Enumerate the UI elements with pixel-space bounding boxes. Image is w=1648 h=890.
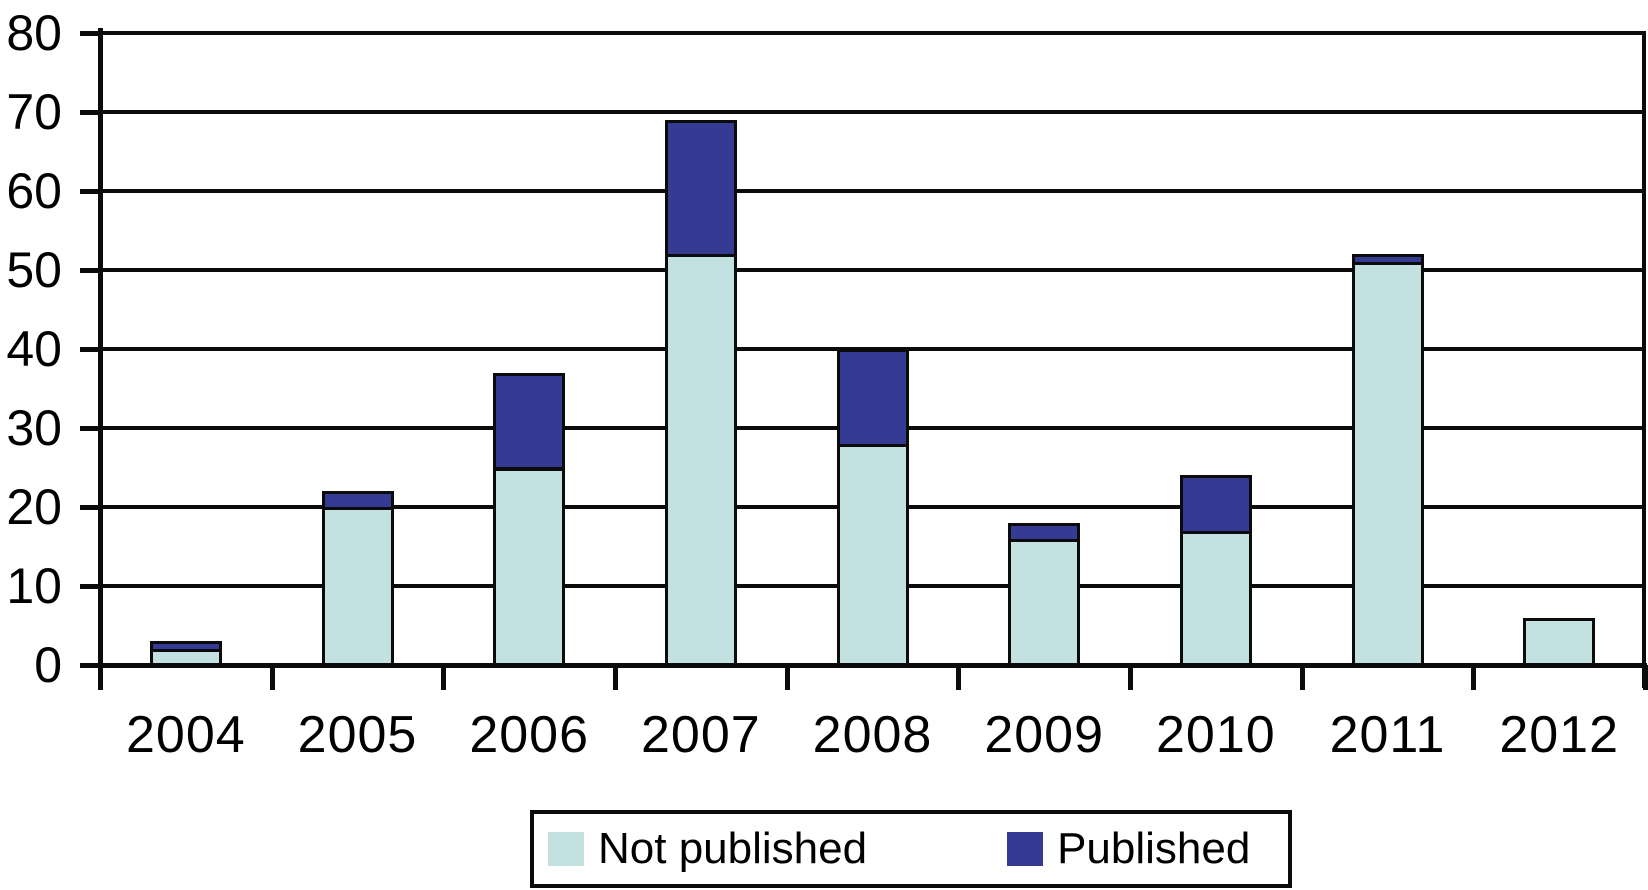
y-axis-tick-label: 20 <box>6 479 62 535</box>
x-axis-tick-label: 2008 <box>812 706 933 764</box>
bar-segment-not-published-2008 <box>837 443 909 668</box>
bar-segment-not-published-2005 <box>322 507 394 668</box>
y-axis-tick-label: 10 <box>6 558 62 614</box>
y-axis-tick <box>80 505 103 510</box>
x-axis-tick <box>441 665 447 690</box>
y-axis-tick-label: 50 <box>6 242 62 298</box>
gridline <box>98 31 1645 35</box>
x-axis-tick <box>269 665 275 690</box>
bar-segment-published-2006 <box>493 372 565 471</box>
x-axis-tick <box>1128 665 1133 690</box>
legend-label-published: Published <box>1057 824 1251 873</box>
x-axis-tick-label: 2011 <box>1329 706 1446 764</box>
y-axis-tick-label: 0 <box>34 637 62 693</box>
x-axis-tick-label: 2012 <box>1499 706 1619 764</box>
x-axis-tick <box>1471 665 1477 690</box>
x-axis-tick-label: 2004 <box>125 706 246 764</box>
y-axis-tick-label: 80 <box>6 5 62 61</box>
x-axis-tick <box>98 665 103 690</box>
y-axis-tick <box>80 347 103 352</box>
x-axis-tick-label: 2005 <box>297 706 418 764</box>
bar-segment-published-2004 <box>150 641 222 653</box>
y-axis-line <box>98 28 103 686</box>
x-axis-tick-label: 2009 <box>984 706 1104 764</box>
bar-segment-published-2010 <box>1180 475 1252 534</box>
x-axis-tick-label: 2010 <box>1155 706 1276 764</box>
y-axis-tick <box>80 584 103 589</box>
y-axis-tick <box>80 31 103 36</box>
bar-segment-published-2008 <box>837 349 909 447</box>
y-axis-tick-label: 70 <box>6 84 62 140</box>
plot-right-border <box>1642 31 1646 688</box>
bar-segment-published-2005 <box>322 491 394 510</box>
x-axis-tick-label: 2006 <box>469 706 589 764</box>
x-axis-tick <box>1643 665 1648 690</box>
bar-segment-not-published-2012 <box>1523 617 1595 668</box>
bar-segment-not-published-2007 <box>665 254 737 668</box>
gridline <box>98 189 1645 193</box>
x-axis-tick <box>1299 665 1305 690</box>
not-published-swatch <box>548 832 584 866</box>
y-axis-tick <box>80 110 103 115</box>
legend-item-published: Published <box>1007 824 1250 874</box>
bar-segment-published-2007 <box>665 119 737 258</box>
legend-item-not-published: Not published <box>548 824 867 874</box>
bar-segment-not-published-2010 <box>1180 530 1252 668</box>
y-axis-tick <box>80 268 103 273</box>
gridline <box>98 268 1645 272</box>
bar-segment-not-published-2011 <box>1352 262 1424 668</box>
x-axis-tick-label: 2007 <box>640 706 761 764</box>
y-axis-tick <box>80 189 103 194</box>
bar-segment-published-2009 <box>1008 522 1080 542</box>
legend-label-not-published: Not published <box>598 824 868 873</box>
gridline <box>98 110 1645 114</box>
y-axis-tick <box>80 663 103 668</box>
legend: Not published Published <box>530 810 1292 888</box>
bar-segment-not-published-2006 <box>493 467 565 668</box>
y-axis-tick-label: 40 <box>6 321 62 377</box>
x-axis-line <box>96 663 1647 668</box>
bar-segment-published-2011 <box>1352 254 1424 266</box>
x-axis-tick <box>956 665 962 690</box>
x-axis-tick <box>784 665 790 690</box>
x-axis-tick <box>613 665 618 690</box>
y-axis-tick-label: 30 <box>6 400 62 456</box>
y-axis-tick <box>80 426 103 431</box>
bar-segment-not-published-2009 <box>1008 538 1080 668</box>
y-axis-tick-label: 60 <box>6 163 62 219</box>
published-swatch <box>1007 832 1044 866</box>
